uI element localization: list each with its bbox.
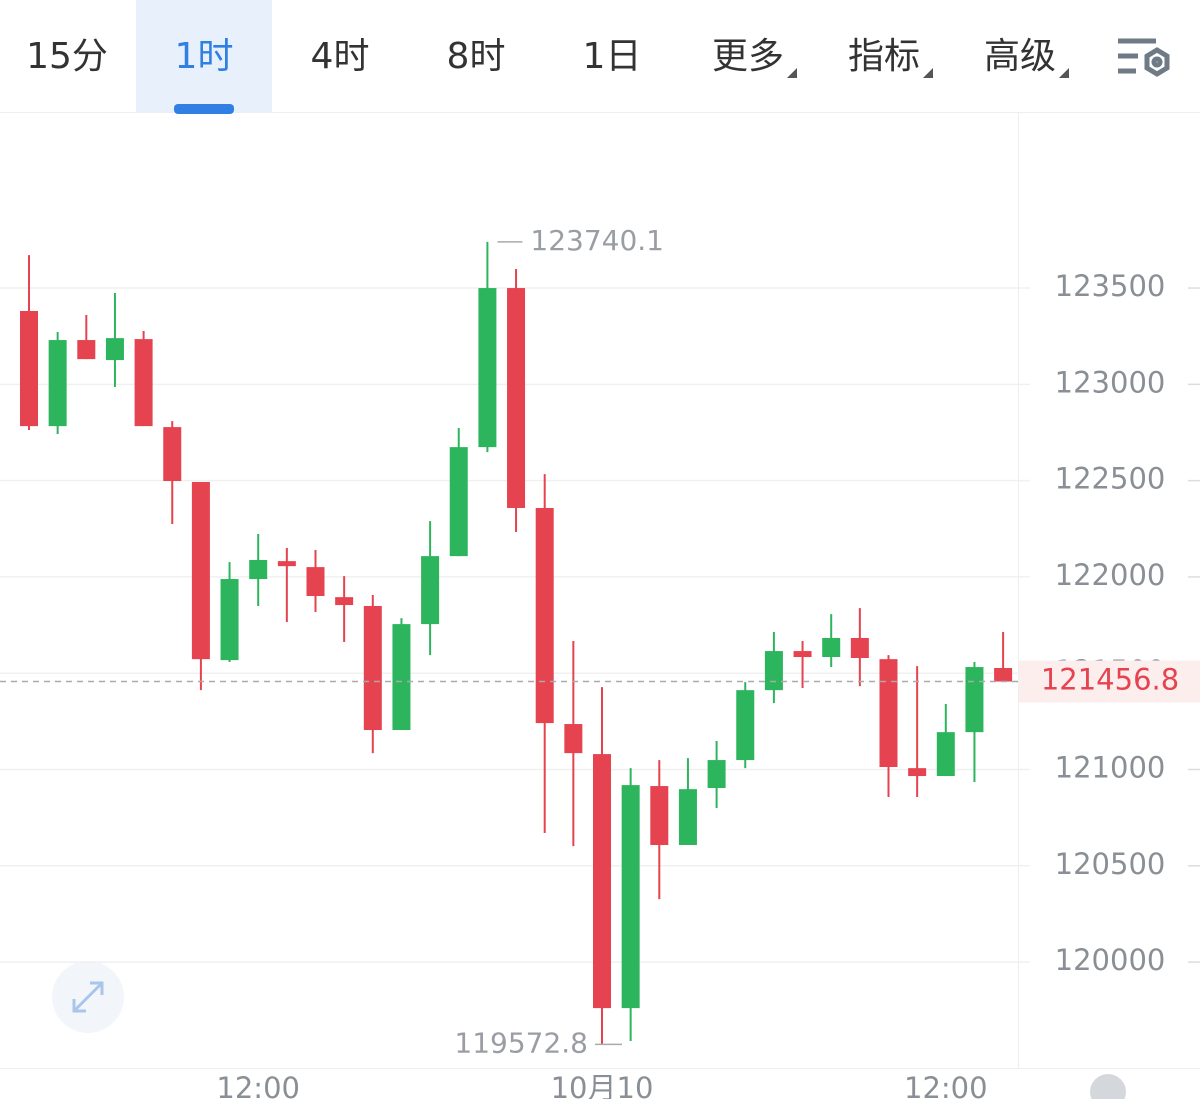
tab[interactable]: 更多 — [712, 36, 784, 77]
tab[interactable]: 4时 — [311, 36, 370, 77]
y-tick-label: 123000 — [1055, 365, 1166, 399]
candle-body — [764, 651, 783, 691]
min-label: 119572.8 — [454, 1026, 588, 1059]
x-tick-label: 12:00 — [904, 1071, 988, 1099]
candle-body — [507, 288, 526, 508]
plot: 1200001205001210001215001220001225001230… — [0, 224, 1200, 1103]
max-label: 123740.1 — [530, 224, 664, 257]
candle-body — [736, 690, 755, 761]
dropdown-caret — [1059, 68, 1069, 78]
candle-body — [20, 310, 38, 427]
candle-body — [421, 556, 440, 625]
candle-body — [48, 340, 67, 427]
dropdown-caret — [923, 68, 933, 78]
candle-body — [678, 789, 697, 845]
candle-body — [965, 667, 984, 733]
tab[interactable]: 指标 — [848, 36, 920, 77]
candle-body — [163, 427, 182, 482]
candle-body — [535, 507, 554, 724]
y-tick-label: 122000 — [1055, 558, 1166, 592]
candle-body — [277, 561, 296, 567]
y-tick-label: 121000 — [1055, 751, 1166, 785]
settings-icon[interactable] — [1118, 38, 1170, 77]
candle-body — [936, 732, 955, 777]
candle-body — [793, 651, 812, 658]
tab[interactable]: 高级 — [984, 36, 1056, 77]
tab[interactable]: 1时 — [175, 36, 234, 77]
candle-body — [593, 754, 611, 1009]
last-price-label: 121456.8 — [1041, 663, 1179, 697]
y-tick-label: 120000 — [1055, 943, 1166, 977]
candle-body — [392, 624, 411, 731]
dropdown-caret — [787, 68, 797, 78]
icon-hex — [1144, 47, 1170, 77]
y-tick-label: 123500 — [1055, 269, 1166, 303]
candle-body — [564, 724, 583, 754]
candle-body — [249, 559, 268, 580]
icon-dot — [1151, 56, 1163, 68]
candle-body — [478, 288, 497, 448]
candle-body — [822, 637, 841, 658]
tab[interactable]: 15分 — [26, 36, 108, 77]
y-tick-label: 120500 — [1055, 847, 1166, 881]
candle-body — [306, 567, 325, 596]
tab-active-bg — [136, 0, 272, 112]
expand-button[interactable] — [52, 961, 124, 1033]
y-tick-label: 122500 — [1055, 462, 1166, 496]
tab-indicator — [174, 104, 234, 114]
expand-icon — [72, 981, 104, 1013]
candle-body — [994, 668, 1013, 682]
candle-body — [621, 785, 640, 1009]
candle-body — [105, 338, 124, 361]
k-bg — [1090, 1074, 1126, 1103]
candle-body — [191, 481, 210, 660]
candle-body — [879, 659, 898, 767]
candle-body — [449, 447, 468, 557]
kline-button[interactable] — [1090, 1074, 1126, 1103]
candle-body — [707, 760, 726, 788]
candle-body — [650, 786, 669, 845]
candle-body — [220, 579, 239, 661]
candle-body — [134, 339, 153, 427]
tab[interactable]: 1日 — [583, 36, 642, 77]
candle-body — [908, 768, 927, 777]
last-price-bg — [1019, 660, 1200, 703]
candle-body — [335, 597, 354, 606]
tab[interactable]: 8时 — [447, 36, 506, 77]
candle-body — [363, 606, 382, 731]
x-tick-label: 12:00 — [216, 1071, 300, 1099]
candle-body — [77, 340, 96, 360]
x-tick-label: 10月10 — [551, 1071, 654, 1099]
candle-body — [850, 637, 869, 658]
